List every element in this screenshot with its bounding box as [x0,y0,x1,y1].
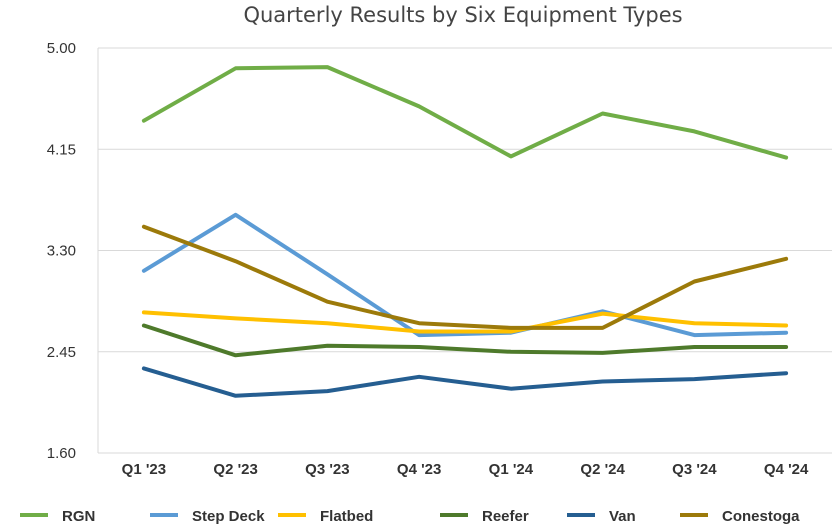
y-tick-label: 1.60 [47,445,76,462]
series-line-van [141,366,789,398]
x-tick-label: Q4 '24 [764,461,809,478]
x-tick-label: Q3 '23 [305,461,349,478]
legend-label: RGN [62,508,95,525]
x-tick-label: Q1 '23 [122,461,166,478]
legend: RGN Step Deck Flatbed Reefer Van Conestoga [20,508,800,525]
series-line-conestoga [141,224,789,330]
x-axis-ticks: Q1 '23 Q2 '23 Q3 '23 Q4 '23 Q1 '24 Q2 '24 Q3 '… [122,461,809,478]
x-tick-label: Q4 '23 [397,461,441,478]
x-tick-label: Q3 '24 [672,461,717,478]
legend-label: Van [609,508,636,525]
x-tick-label: Q2 '23 [213,461,257,478]
y-tick-label: 2.45 [47,344,76,361]
legend-label: Conestoga [722,508,800,525]
series-line-flatbed [141,310,789,334]
series-line-reefer [141,323,789,358]
series-line-step-deck [141,212,789,338]
y-tick-label: 5.00 [47,40,76,57]
legend-label: Step Deck [192,508,265,525]
y-axis-ticks: 5.00 4.15 3.30 2.45 1.60 [47,40,76,462]
legend-label: Reefer [482,508,529,525]
x-tick-label: Q2 '24 [580,461,625,478]
legend-label: Flatbed [320,508,373,525]
y-tick-label: 4.15 [47,141,76,158]
series-line-rgn [141,65,789,160]
y-tick-label: 3.30 [47,243,76,260]
x-tick-label: Q1 '24 [489,461,534,478]
series-lines [141,65,789,398]
chart-title: Quarterly Results by Six Equipment Types [243,3,682,27]
